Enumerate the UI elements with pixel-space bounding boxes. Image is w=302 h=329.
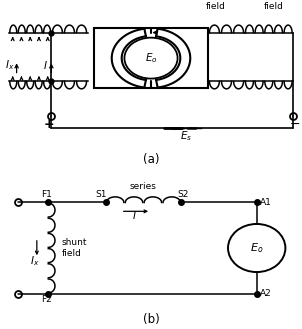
Text: F2: F2: [41, 295, 52, 304]
Text: S1: S1: [95, 190, 107, 199]
Text: +: +: [44, 118, 54, 131]
Text: −: −: [290, 118, 300, 131]
Text: F1: F1: [41, 190, 52, 199]
Text: (a): (a): [143, 153, 159, 166]
Text: $I$: $I$: [132, 209, 137, 221]
Text: $E_s$: $E_s$: [180, 130, 192, 143]
Text: $E_o$: $E_o$: [145, 51, 157, 65]
Text: shunt
field: shunt field: [261, 0, 286, 11]
Text: (b): (b): [143, 313, 159, 326]
Text: A1: A1: [260, 198, 272, 207]
Bar: [94, 28, 208, 89]
Text: $I$: $I$: [43, 59, 48, 71]
Text: A2: A2: [260, 289, 272, 298]
Text: $I_x$: $I_x$: [30, 254, 39, 268]
Text: shunt
field: shunt field: [62, 238, 87, 258]
Text: $I_x$: $I_x$: [5, 59, 14, 72]
Text: S2: S2: [177, 190, 188, 199]
Text: series: series: [130, 182, 157, 190]
Text: $E_o$: $E_o$: [250, 241, 263, 255]
Text: series
field: series field: [203, 0, 229, 11]
